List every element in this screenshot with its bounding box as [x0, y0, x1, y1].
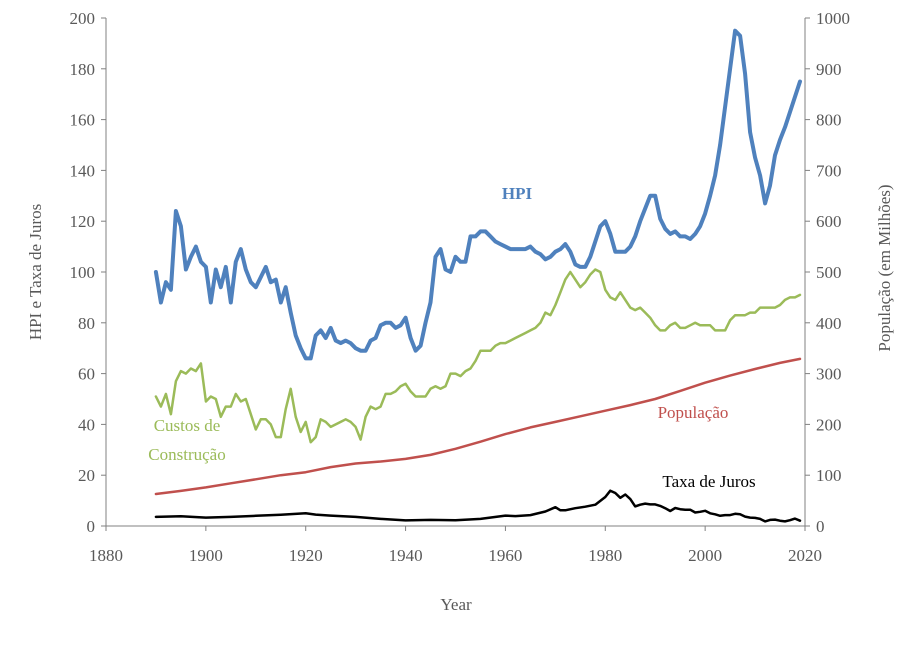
- right-y-tick-label: 900: [816, 60, 842, 79]
- x-axis-ticks: 1880 1900 1920 1940 1960 1980 2000 2020: [89, 526, 822, 565]
- series-label-population: População: [658, 403, 729, 422]
- series-line-construction-costs: [154, 268, 802, 444]
- left-y-tick-label: 60: [78, 365, 95, 384]
- left-y-tick-label: 100: [70, 263, 96, 282]
- left-y-tick-label: 20: [78, 466, 95, 485]
- left-y-axis-title: HPI e Taxa de Juros: [26, 204, 45, 340]
- series-label-construction-line1: Custos de: [154, 416, 221, 435]
- x-axis-title: Year: [440, 595, 472, 614]
- series-line-hpi: [153, 28, 802, 361]
- right-y-tick-label: 0: [816, 517, 825, 536]
- x-tick-label: 1980: [588, 546, 622, 565]
- series-label-construction-line2: Construção: [148, 445, 225, 464]
- left-y-tick-label: 200: [70, 9, 96, 28]
- right-y-tick-label: 500: [816, 263, 842, 282]
- x-tick-label: 1900: [189, 546, 223, 565]
- right-y-tick-label: 800: [816, 111, 842, 130]
- x-tick-label: 1920: [289, 546, 323, 565]
- series-line-population: [154, 357, 802, 496]
- left-y-tick-label: 160: [70, 111, 96, 130]
- right-y-tick-label: 1000: [816, 9, 850, 28]
- left-y-tick-label: 120: [70, 212, 96, 231]
- right-y-axis-title: População (em Milhões): [875, 184, 894, 351]
- x-tick-label: 1880: [89, 546, 123, 565]
- right-y-tick-label: 100: [816, 466, 842, 485]
- left-y-axis-ticks: 0 20 40 60 80 100 120 140 160 180 200: [70, 9, 106, 536]
- x-tick-label: 2000: [688, 546, 722, 565]
- x-tick-label: 1960: [488, 546, 522, 565]
- right-y-tick-label: 600: [816, 212, 842, 231]
- right-y-axis-ticks: 0 100 200 300 400 500 600 700 800 900 1000: [805, 9, 850, 536]
- series-lines: [153, 28, 802, 523]
- series-label-hpi: HPI: [502, 184, 533, 203]
- x-tick-label: 1940: [389, 546, 423, 565]
- right-y-tick-label: 400: [816, 314, 842, 333]
- right-y-tick-label: 300: [816, 365, 842, 384]
- series-line-interest-rate: [154, 489, 802, 523]
- x-tick-label: 2020: [788, 546, 822, 565]
- right-y-tick-label: 700: [816, 161, 842, 180]
- left-y-tick-label: 0: [87, 517, 96, 536]
- left-y-tick-label: 140: [70, 161, 96, 180]
- series-label-interest-rate: Taxa de Juros: [662, 472, 755, 491]
- right-y-tick-label: 200: [816, 415, 842, 434]
- left-y-tick-label: 80: [78, 314, 95, 333]
- left-y-tick-label: 180: [70, 60, 96, 79]
- left-y-tick-label: 40: [78, 415, 95, 434]
